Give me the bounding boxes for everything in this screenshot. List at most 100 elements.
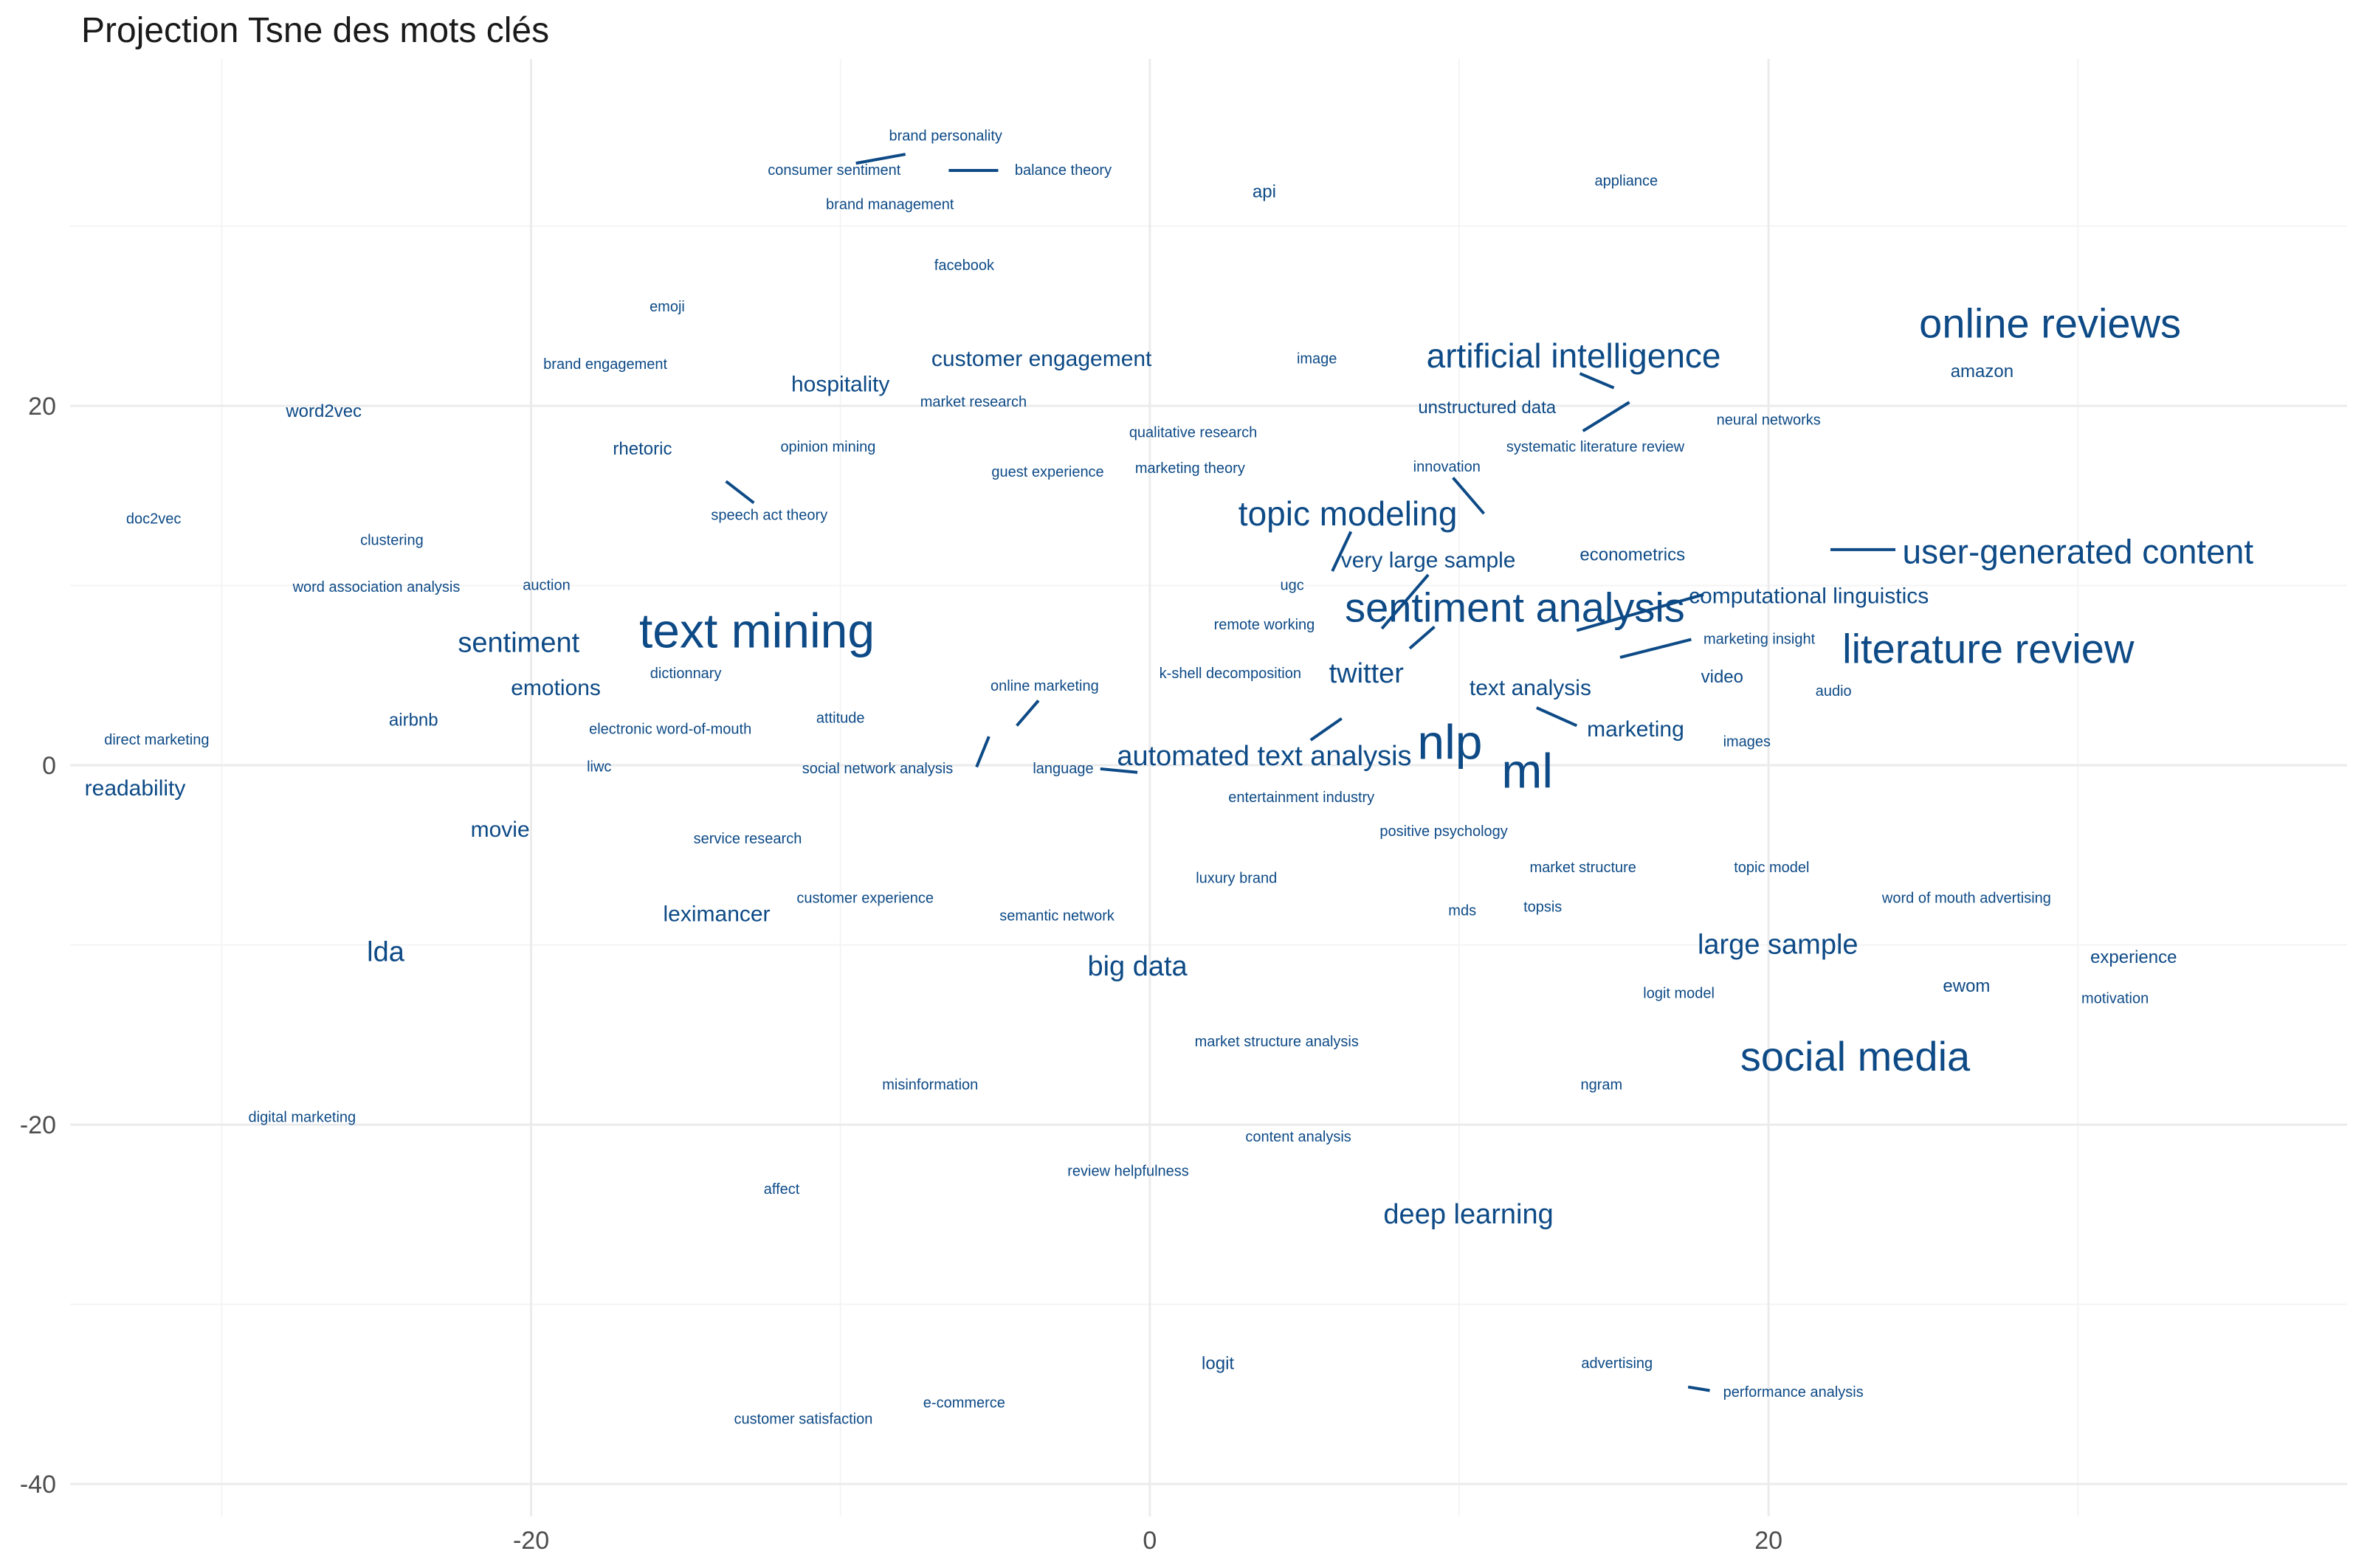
word-label: lda [367,936,405,967]
word-labels: brand personality consumer sentiment balan… [85,128,2254,1428]
label-leader-line [1535,706,1578,728]
label-leader-line [1579,372,1615,390]
word-label: text mining [639,603,875,657]
label-leader-line [1576,593,1704,632]
label-leader-line [1016,700,1040,727]
label-leader-line [1309,717,1343,742]
word-label: marketing insight [1703,632,1816,648]
word-label: opinion mining [780,439,875,455]
word-label: affect [764,1181,800,1198]
word-label: systematic literature review [1506,439,1685,455]
word-label: audio [1816,683,1852,700]
word-label: social network analysis [802,761,954,777]
word-label: entertainment industry [1228,790,1374,806]
word-label: unstructured data [1418,398,1556,418]
word-label: clustering [360,533,424,549]
word-label: leximancer [664,902,771,927]
word-label: user-generated content [1903,532,2254,570]
label-leader-line [1331,531,1353,572]
word-label: online reviews [1919,300,2181,346]
word-label: customer satisfaction [734,1411,872,1427]
label-leader-line [1100,767,1138,774]
x-tick-label: -20 [513,1527,549,1555]
label-leader-line [1380,573,1430,630]
word-label: literature review [1842,625,2135,671]
word-label: auction [523,578,571,594]
label-leader-line [1408,626,1436,650]
word-label: brand engagement [543,356,667,373]
word-label: topsis [1523,899,1562,915]
word-label: airbnb [389,711,438,731]
word-label: word association analysis [292,579,461,595]
label-leader-line [725,480,755,505]
word-label: marketing [1587,717,1684,742]
word-label: logit model [1643,985,1715,1001]
word-label: misinformation [882,1077,978,1094]
word-label: semantic network [999,908,1115,925]
word-label: service research [694,831,802,847]
word-label: neural networks [1717,412,1821,428]
word-label: image [1297,351,1337,367]
word-label: very large sample [1341,548,1516,573]
word-label: hospitality [791,372,889,396]
word-label: market structure analysis [1195,1034,1359,1050]
word-label: market structure [1529,860,1636,876]
word-label: logit [1202,1354,1234,1374]
word-label: api [1253,182,1276,202]
y-tick-label: 20 [28,393,56,421]
word-label: customer experience [796,890,934,906]
label-leader-line [1582,401,1630,432]
word-label: k-shell decomposition [1160,666,1301,682]
word-label: market research [920,394,1027,410]
word-label: word of mouth advertising [1881,890,2051,906]
word-label: readability [85,776,186,801]
word-label: deep learning [1383,1199,1553,1230]
word-label: language [1033,761,1093,777]
y-tick-label: -40 [20,1471,56,1499]
word-label: brand personality [889,128,1002,145]
word-label: brand management [826,196,954,213]
word-label: ngram [1580,1077,1622,1094]
grid-lines [70,59,2347,1516]
word-label: review helpfulness [1067,1163,1189,1179]
label-leader-line [1619,638,1692,659]
word-label: online marketing [991,678,1099,694]
word-label: motivation [2081,991,2149,1007]
word-label: econometrics [1579,545,1685,565]
word-label: digital marketing [249,1109,356,1125]
word-label: attitude [816,711,865,727]
word-label: innovation [1413,459,1481,475]
x-tick-label: 20 [1754,1527,1782,1555]
word-label: direct marketing [104,732,209,748]
word-label: performance analysis [1723,1384,1864,1401]
word-label: movie [471,818,530,842]
chart-title: Projection Tsne des mots clés [81,11,550,50]
word-label: ugc [1281,578,1304,594]
word-label: e-commerce [923,1395,1005,1412]
word-label: guest experience [991,464,1103,480]
word-label: consumer sentiment [768,162,901,179]
word-label: rhetoric [613,439,672,459]
word-label: ewom [1943,976,1990,996]
word-label: topic modeling [1238,494,1458,533]
word-label: liwc [587,759,611,775]
word-label: text analysis [1470,676,1591,700]
word-label: luxury brand [1196,870,1277,886]
x-tick-label: 0 [1143,1527,1157,1555]
word-label: electronic word-of-mouth [589,721,751,737]
word-label: balance theory [1015,162,1112,179]
word-label: dictionnary [650,666,722,682]
label-leader-line [975,736,991,768]
word-label: emoji [650,299,685,315]
y-tick-label: 0 [42,752,56,780]
word-label: big data [1087,951,1188,982]
word-label: sentiment [458,627,579,658]
word-label: word2vec [285,401,362,421]
word-label: automated text analysis [1117,741,1411,772]
word-label: emotions [511,676,601,700]
word-label: appliance [1595,173,1658,190]
word-label: content analysis [1245,1129,1351,1145]
label-leader-lines [725,153,1896,1392]
word-label: remote working [1214,617,1315,633]
